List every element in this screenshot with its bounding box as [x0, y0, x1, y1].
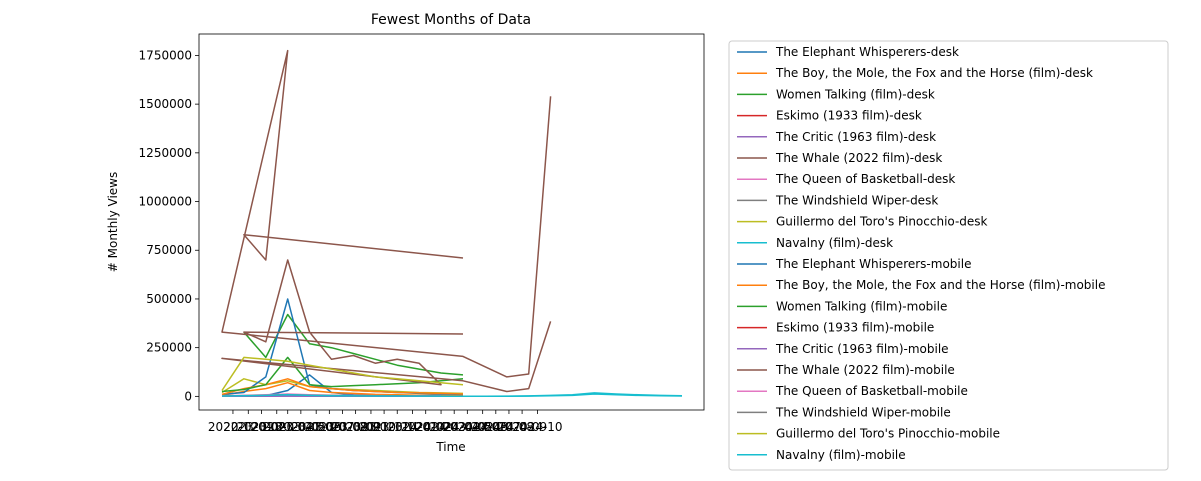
- x-tick-label: 2024-05: [442, 420, 492, 434]
- x-tick-label: 2024-07: [471, 420, 521, 434]
- y-tick-label: 1000000: [139, 195, 192, 209]
- series-line-15: [221, 259, 552, 393]
- y-tick-label: 0: [184, 389, 192, 403]
- x-tick-label: 2023-11: [359, 420, 409, 434]
- legend-label: Guillermo del Toro's Pinocchio-desk: [776, 215, 988, 229]
- legend-label: The Elephant Whisperers-mobile: [775, 257, 971, 271]
- x-tick-label: 2023-09: [331, 420, 381, 434]
- x-tick-label: 2024-09: [497, 420, 547, 434]
- chart-title: Fewest Months of Data: [371, 12, 531, 28]
- x-tick-label: 2023-03: [252, 420, 302, 434]
- y-tick-label: 1250000: [139, 146, 192, 160]
- legend-frame: [728, 40, 1169, 471]
- x-tick-label: 2024-04: [429, 420, 479, 434]
- legend-label: The Boy, the Mole, the Fox and the Horse…: [775, 278, 1105, 292]
- legend-label: Eskimo (1933 film)-mobile: [776, 321, 934, 335]
- x-tick-label: 2024-02: [401, 420, 451, 434]
- legend-label: The Whale (2022 film)-mobile: [775, 363, 955, 377]
- x-tick-label: 2023-05: [276, 420, 326, 434]
- y-tick-label: 250000: [146, 341, 192, 355]
- x-tick-label: 2023-07: [304, 420, 354, 434]
- series-line-5: [221, 49, 552, 378]
- plot-area: [221, 49, 683, 398]
- x-tick-label: 2024-03: [416, 420, 466, 434]
- x-tick-label: 2024-01: [388, 420, 438, 434]
- y-tick-label: 1500000: [139, 97, 192, 111]
- legend-label: The Windshield Wiper-desk: [775, 193, 938, 207]
- legend-label: The Queen of Basketball-desk: [775, 172, 955, 186]
- x-axis-title: Time: [435, 440, 465, 454]
- x-tick-label: 2023-04: [263, 420, 313, 434]
- x-tick-label: 2023-08: [317, 420, 367, 434]
- x-tick-label: 2022-12: [208, 420, 258, 434]
- x-tick-label: 2023-12: [372, 420, 422, 434]
- y-axis-title: # Monthly Views: [106, 172, 120, 272]
- legend-label: Women Talking (film)-desk: [776, 87, 935, 101]
- legend-label: The Critic (1963 film)-desk: [775, 130, 936, 144]
- legend-label: The Whale (2022 film)-desk: [775, 151, 942, 165]
- x-axis: 2022-122023-012023-022023-032023-042023-…: [208, 410, 562, 434]
- x-tick-label: 2024-10: [512, 420, 562, 434]
- y-tick-label: 750000: [146, 243, 192, 257]
- x-tick-label: 2024-08: [484, 420, 534, 434]
- x-tick-label: 2023-10: [346, 420, 396, 434]
- legend: The Elephant Whisperers-desk The Boy, the…: [728, 40, 1169, 471]
- plot-frame: [198, 33, 705, 411]
- legend-label: Navalny (film)-desk: [776, 236, 893, 250]
- legend-label: Eskimo (1933 film)-desk: [776, 109, 922, 123]
- legend-label: The Critic (1963 film)-mobile: [775, 342, 949, 356]
- x-tick-label: 2024-06: [458, 420, 508, 434]
- legend-label: The Boy, the Mole, the Fox and the Horse…: [775, 66, 1093, 80]
- x-tick-label: 2023-01: [223, 420, 273, 434]
- series-line-18: [221, 356, 464, 391]
- legend-label: The Windshield Wiper-mobile: [775, 405, 951, 419]
- legend-label: Navalny (film)-mobile: [776, 448, 906, 462]
- legend-label: The Queen of Basketball-mobile: [775, 384, 968, 398]
- legend-label: Women Talking (film)-mobile: [776, 299, 947, 313]
- y-axis: 0 250000 500000 750000 1000000 1250000 1500000…: [139, 48, 199, 403]
- series-line-19: [221, 392, 683, 397]
- x-tick-label: 2023-06: [291, 420, 341, 434]
- y-tick-label: 500000: [146, 292, 192, 306]
- x-tick-label: 2023-02: [236, 420, 286, 434]
- legend-label: Guillermo del Toro's Pinocchio-mobile: [776, 427, 1000, 441]
- y-tick-label: 1750000: [139, 48, 192, 62]
- legend-label: The Elephant Whisperers-desk: [775, 45, 959, 59]
